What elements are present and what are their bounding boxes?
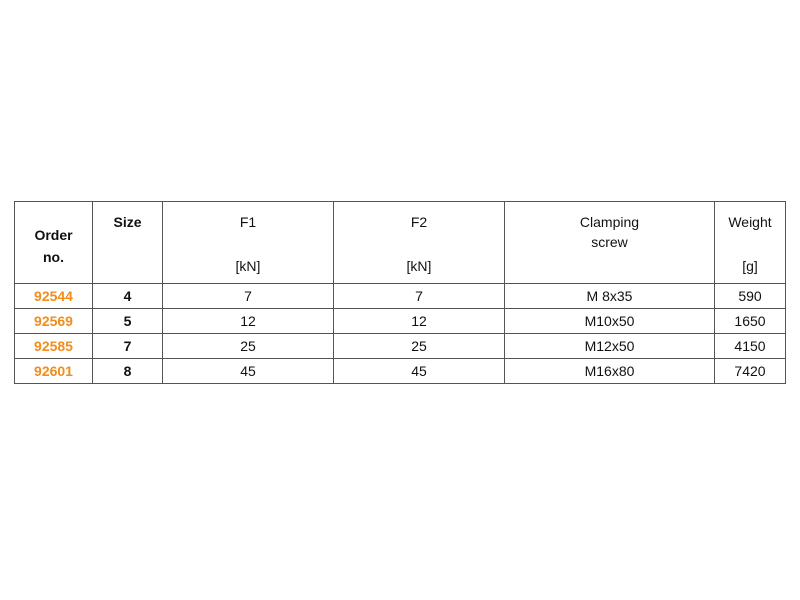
order-no-cell: 92585 bbox=[14, 333, 93, 359]
order-no-cell: 92601 bbox=[14, 358, 93, 384]
f1-cell: 45 bbox=[162, 358, 334, 384]
clamping-screw-cell: M10x50 bbox=[504, 308, 715, 334]
header-f2: F2 [kN] bbox=[333, 201, 505, 284]
table-row: 92569 5 12 12 M10x50 1650 bbox=[14, 308, 786, 334]
table-row: 92585 7 25 25 M12x50 4150 bbox=[14, 333, 786, 359]
weight-cell: 590 bbox=[714, 283, 786, 309]
f2-cell: 7 bbox=[333, 283, 505, 309]
weight-cell: 7420 bbox=[714, 358, 786, 384]
header-f1: F1 [kN] bbox=[162, 201, 334, 284]
f1-cell: 7 bbox=[162, 283, 334, 309]
order-no-cell: 92569 bbox=[14, 308, 93, 334]
size-cell: 5 bbox=[92, 308, 163, 334]
f2-cell: 45 bbox=[333, 358, 505, 384]
f1-cell: 12 bbox=[162, 308, 334, 334]
order-no-cell: 92544 bbox=[14, 283, 93, 309]
size-cell: 7 bbox=[92, 333, 163, 359]
weight-cell: 1650 bbox=[714, 308, 786, 334]
size-cell: 8 bbox=[92, 358, 163, 384]
clamping-screw-cell: M12x50 bbox=[504, 333, 715, 359]
header-size: Size bbox=[92, 201, 163, 284]
table-row: 92601 8 45 45 M16x80 7420 bbox=[14, 358, 786, 384]
header-order-no: Order no. bbox=[14, 201, 93, 284]
f2-cell: 25 bbox=[333, 333, 505, 359]
clamping-screw-cell: M16x80 bbox=[504, 358, 715, 384]
product-table: Order no. Size F1 [kN] F2 [kN] Clamping sc… bbox=[14, 201, 786, 384]
weight-cell: 4150 bbox=[714, 333, 786, 359]
table-row: 92544 4 7 7 M 8x35 590 bbox=[14, 283, 786, 309]
header-row: Order no. Size F1 [kN] F2 [kN] Clamping sc… bbox=[14, 201, 786, 284]
f2-cell: 12 bbox=[333, 308, 505, 334]
clamping-screw-cell: M 8x35 bbox=[504, 283, 715, 309]
f1-cell: 25 bbox=[162, 333, 334, 359]
header-clamping-screw: Clamping screw bbox=[504, 201, 715, 284]
header-weight: Weight [g] bbox=[714, 201, 786, 284]
size-cell: 4 bbox=[92, 283, 163, 309]
